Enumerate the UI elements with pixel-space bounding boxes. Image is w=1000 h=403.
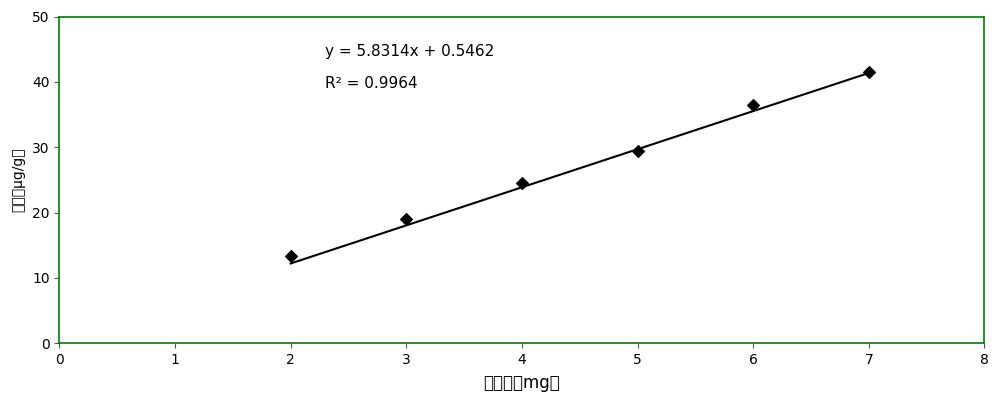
Text: y = 5.8314x + 0.5462: y = 5.8314x + 0.5462	[325, 44, 495, 59]
Point	[630, 147, 646, 154]
Point	[514, 180, 530, 187]
Point	[283, 253, 299, 260]
X-axis label: 菌丝量（mg）: 菌丝量（mg）	[484, 374, 560, 392]
Y-axis label: 浓度（μg/g）: 浓度（μg/g）	[11, 147, 25, 212]
Point	[861, 69, 877, 75]
Point	[745, 102, 761, 108]
Point	[398, 216, 414, 222]
Text: R² = 0.9964: R² = 0.9964	[325, 77, 418, 91]
